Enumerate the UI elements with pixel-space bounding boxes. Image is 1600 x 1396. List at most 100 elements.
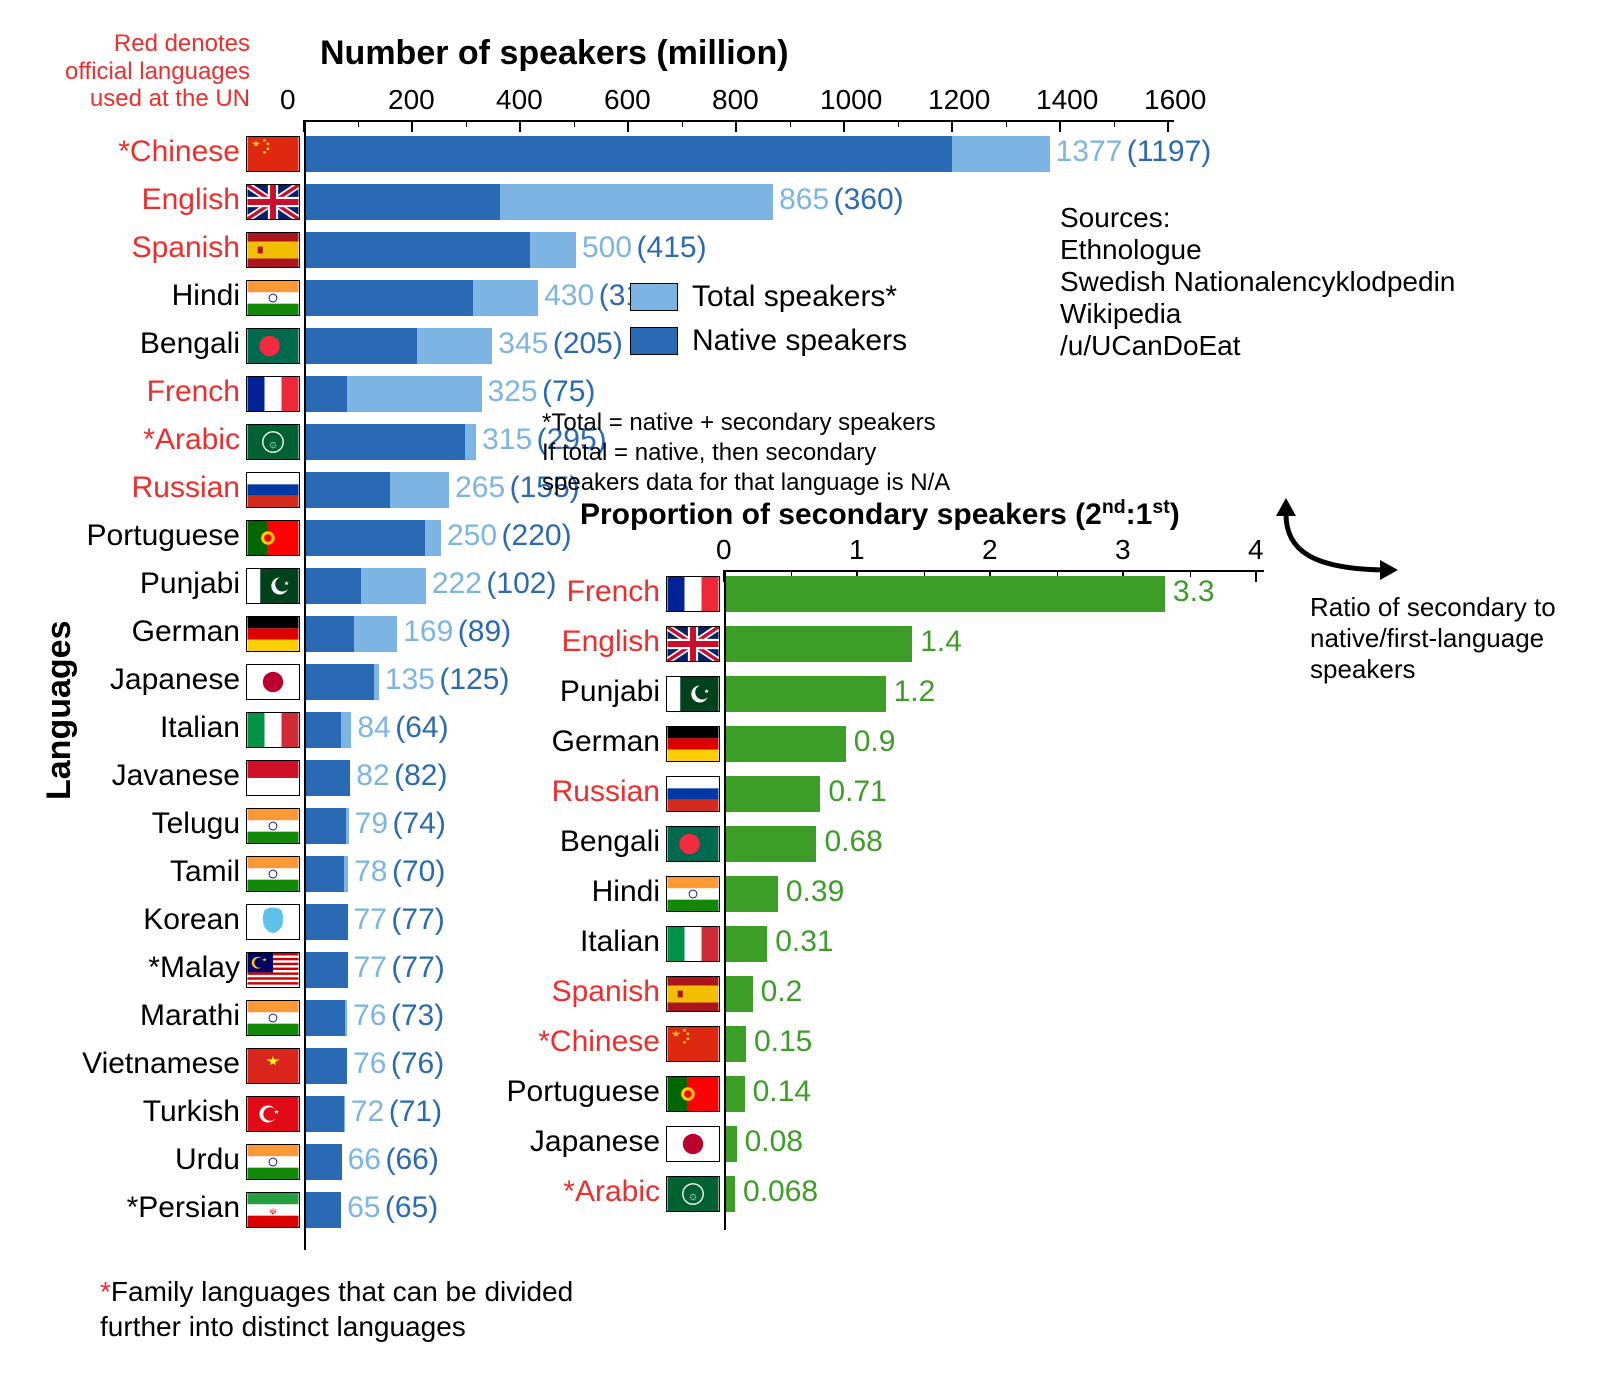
bar-value-label: 78 (70) (354, 855, 445, 889)
ratio-lang-label: Japanese (530, 1125, 660, 1159)
lang-label: Portuguese (87, 519, 240, 553)
bar-value-label: 169 (89) (403, 615, 511, 649)
flag-pk-icon (666, 676, 720, 712)
bar-native (306, 664, 374, 700)
main-axis-tick (519, 120, 521, 132)
svg-text:☫: ☫ (269, 1206, 277, 1216)
main-axis-tick (735, 120, 737, 132)
ratio-value-label: 0.14 (753, 1075, 811, 1109)
flag-es-icon (246, 232, 300, 268)
flag-cn-icon (246, 136, 300, 172)
main-axis-tick-label: 1600 (1144, 84, 1206, 116)
main-axis-tick (843, 120, 845, 132)
flag-in-icon (246, 1144, 300, 1180)
bar-ratio (726, 1076, 745, 1112)
flag-ru-icon (246, 472, 300, 508)
ratio-value-label: 0.68 (824, 825, 882, 859)
bar-native (306, 232, 530, 268)
ratio-lang-label: German (552, 725, 660, 759)
ratio-axis-tick-label: 3 (1115, 534, 1131, 566)
ratio-value-label: 0.08 (745, 1125, 803, 1159)
lang-label: Hindi (172, 279, 240, 313)
main-axis-tick (627, 120, 629, 132)
languages-infographic: Red denotesofficial languagesused at the… (0, 0, 1600, 1396)
lang-label: Russian (132, 471, 240, 505)
bar-ratio (726, 976, 753, 1012)
main-axis-tick-label: 600 (604, 84, 651, 116)
bar-value-label: 77 (77) (354, 903, 445, 937)
legend: Total speakers* Native speakers (630, 280, 907, 358)
source-line: Ethnologue (1060, 234, 1455, 266)
main-axis-minor-tick (1114, 120, 1115, 127)
bar-native (306, 424, 465, 460)
flag-jp-icon (246, 664, 300, 700)
bar-ratio (726, 926, 767, 962)
lang-label: Turkish (143, 1095, 240, 1129)
bar-ratio (726, 676, 886, 712)
ratio-value-label: 0.068 (743, 1175, 818, 1209)
bar-native (306, 472, 390, 508)
main-axis-tick (951, 120, 953, 132)
bar-ratio (726, 726, 846, 762)
sources: Sources: EthnologueSwedish Nationalencyk… (1060, 202, 1455, 362)
bar-value-label: 77 (77) (354, 951, 445, 985)
lang-label: *Persian (127, 1191, 240, 1225)
ratio-value-label: 1.2 (894, 675, 936, 709)
legend-native-label: Native speakers (692, 324, 907, 358)
bar-ratio (726, 1176, 735, 1212)
bar-native (306, 760, 350, 796)
ratio-lang-label: *Arabic (563, 1175, 660, 1209)
main-axis-minor-tick (898, 120, 899, 127)
ratio-lang-label: Spanish (552, 975, 660, 1009)
bar-ratio (726, 626, 912, 662)
flag-gb-icon (666, 626, 720, 662)
bar-native (306, 1096, 344, 1132)
bar-value-label: 1377 (1197) (1056, 135, 1212, 169)
main-axis-minor-tick (1006, 120, 1007, 127)
ratio-value-label: 3.3 (1173, 575, 1215, 609)
bar-native (306, 808, 346, 844)
flag-ru-icon (666, 776, 720, 812)
bar-value-label: 66 (66) (348, 1143, 439, 1177)
svg-text:۞: ۞ (270, 436, 277, 450)
main-axis-tick (411, 120, 413, 132)
flag-vn-icon (246, 1048, 300, 1084)
bar-native (306, 328, 417, 364)
ratio-value-label: 0.9 (854, 725, 896, 759)
footnote-total: *Total = native + secondary speakersIf t… (542, 408, 962, 498)
main-axis-tick-label: 1000 (820, 84, 882, 116)
ratio-axis-title: Proportion of secondary speakers (2nd:1s… (580, 496, 1180, 532)
bar-value-label: 222 (102) (432, 567, 557, 601)
bar-native (306, 184, 500, 220)
bar-native (306, 136, 952, 172)
bar-native (306, 904, 348, 940)
main-axis-minor-tick (466, 120, 467, 127)
main-axis-minor-tick (574, 120, 575, 127)
bar-value-label: 500 (415) (582, 231, 707, 265)
lang-label: Korean (143, 903, 240, 937)
main-x-axis-line (304, 120, 1174, 122)
flag-in-icon (246, 808, 300, 844)
main-axis-tick-label: 200 (388, 84, 435, 116)
flag-es-icon (666, 976, 720, 1012)
bar-ratio (726, 826, 816, 862)
ratio-value-label: 0.15 (754, 1025, 812, 1059)
main-axis-title: Number of speakers (million) (320, 34, 789, 73)
y-axis-title: Languages (40, 621, 79, 800)
source-line: Wikipedia (1060, 298, 1455, 330)
bar-ratio (726, 1026, 746, 1062)
flag-fr-icon (666, 576, 720, 612)
bar-native (306, 520, 425, 556)
ratio-explanation-note: Ratio of secondary tonative/first-langua… (1310, 592, 1590, 686)
ratio-value-label: 0.2 (761, 975, 803, 1009)
flag-de-icon (246, 616, 300, 652)
main-axis-minor-tick (358, 120, 359, 127)
ratio-lang-label: Bengali (560, 825, 660, 859)
main-axis-tick-label: 1400 (1036, 84, 1098, 116)
lang-label: Bengali (140, 327, 240, 361)
flag-gb-icon (246, 184, 300, 220)
bar-value-label: 345 (205) (498, 327, 623, 361)
lang-label: French (147, 375, 240, 409)
ratio-lang-label: English (562, 625, 660, 659)
ratio-axis-tick (1255, 570, 1257, 582)
